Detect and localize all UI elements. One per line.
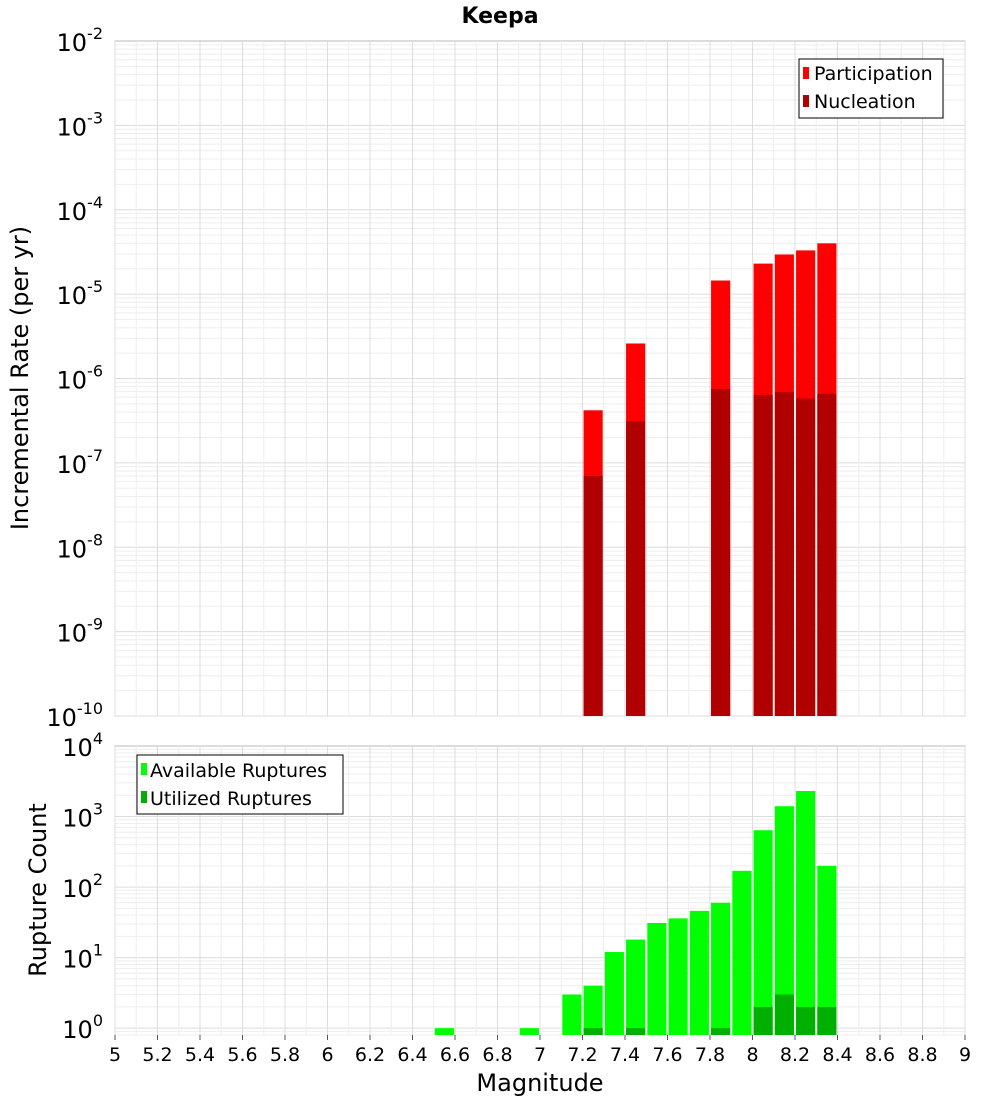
bottom-y-ticks: 100 101 102 103 104 [62, 729, 103, 1044]
legend-label-participation: Participation [814, 63, 933, 85]
bar-nucleation [817, 393, 837, 716]
y-tick-label: 10-10 [46, 699, 103, 732]
bar-utilized-ruptures [711, 1028, 731, 1035]
bar-available-ruptures [583, 985, 603, 1035]
bottom-bars [434, 791, 837, 1035]
bar-utilized-ruptures [817, 1006, 837, 1035]
legend-swatch-nucleation [803, 95, 809, 107]
x-tick-label: 6.2 [355, 1044, 385, 1066]
top-legend-box [798, 58, 944, 119]
chart-title: Keepa [461, 4, 538, 29]
x-tick-label: 7 [534, 1044, 546, 1066]
bar-utilized-ruptures [626, 1028, 646, 1035]
bar-utilized-ruptures [753, 1006, 773, 1035]
bar-nucleation [774, 392, 794, 716]
bar-available-ruptures [732, 870, 752, 1035]
x-tick-label: 9 [959, 1044, 971, 1066]
x-tick-label: 7.4 [610, 1044, 640, 1066]
y-tick-label: 103 [62, 800, 103, 833]
x-tick-label: 6 [321, 1044, 333, 1066]
bar-available-ruptures [753, 830, 773, 1035]
legend-label-utilized: Utilized Ruptures [150, 788, 312, 810]
bar-available-ruptures [647, 922, 667, 1035]
x-tick-label: 6.4 [397, 1044, 427, 1066]
x-tick-label: 8.6 [865, 1044, 895, 1066]
bar-available-ruptures [668, 918, 688, 1035]
y-tick-label: 102 [62, 870, 103, 903]
y-tick-label: 10-5 [57, 277, 104, 310]
bottom-panel: 100 101 102 103 104 5 5.2 5.4 5.6 5.8 6 6.2 6.4 6.6 6… [24, 729, 971, 1097]
legend-label-nucleation: Nucleation [814, 91, 916, 113]
top-y-ticks: 10-10 10-9 10-8 10-7 10-6 10-5 10-4 10-3 10-2 [46, 24, 103, 732]
bar-available-ruptures [434, 1028, 454, 1035]
x-tick-label: 6.6 [440, 1044, 470, 1066]
bar-available-ruptures [519, 1028, 539, 1035]
top-bars [583, 243, 837, 717]
bar-available-ruptures [626, 939, 646, 1035]
legend-swatch-available [141, 763, 147, 775]
y-tick-label: 10-9 [57, 615, 104, 648]
x-tick-label: 5.4 [185, 1044, 215, 1066]
bar-available-ruptures [796, 791, 816, 1035]
x-tick-label: 5.6 [227, 1044, 257, 1066]
y-tick-label: 100 [62, 1011, 103, 1044]
y-tick-label: 10-4 [57, 193, 104, 226]
x-tick-label: 5.2 [142, 1044, 172, 1066]
bar-available-ruptures [562, 994, 582, 1035]
x-tick-label: 8.2 [780, 1044, 810, 1066]
x-tick-label: 8 [746, 1044, 758, 1066]
x-tick-label: 6.8 [482, 1044, 512, 1066]
bottom-legend: Available Ruptures Utilized Ruptures [136, 754, 344, 815]
top-legend: Participation Nucleation [798, 58, 944, 119]
y-tick-label: 10-6 [57, 362, 104, 395]
x-ticks: 5 5.2 5.4 5.6 5.8 6 6.2 6.4 6.6 6.8 7 7.2 7.4 7.6 7.8 8… [109, 1035, 971, 1066]
y-tick-label: 10-7 [57, 446, 104, 479]
x-tick-label: 7.8 [695, 1044, 725, 1066]
bar-nucleation [753, 394, 773, 716]
x-tick-label: 8.4 [822, 1044, 852, 1066]
y-tick-label: 10-8 [57, 530, 104, 563]
bottom-y-axis-label: Rupture Count [24, 803, 52, 977]
legend-swatch-participation [803, 67, 809, 79]
top-grid [114, 41, 966, 717]
top-y-axis-label: Incremental Rate (per yr) [6, 226, 34, 530]
x-tick-label: 5 [109, 1044, 121, 1066]
bar-utilized-ruptures [583, 1028, 603, 1035]
bar-available-ruptures [689, 910, 709, 1035]
x-axis-label: Magnitude [476, 1069, 603, 1097]
legend-swatch-utilized [141, 791, 147, 803]
legend-label-available: Available Ruptures [150, 760, 327, 782]
x-tick-label: 8.8 [907, 1044, 937, 1066]
bar-available-ruptures [604, 952, 624, 1035]
bar-available-ruptures [711, 902, 731, 1035]
bar-nucleation [711, 389, 731, 716]
bar-available-ruptures [774, 806, 794, 1035]
top-panel: 10-10 10-9 10-8 10-7 10-6 10-5 10-4 10-3 10-2 In… [6, 24, 966, 732]
x-tick-label: 5.8 [270, 1044, 300, 1066]
y-tick-label: 104 [62, 729, 103, 762]
x-tick-label: 7.6 [652, 1044, 682, 1066]
y-tick-label: 101 [62, 941, 103, 974]
bottom-legend-box [136, 754, 344, 815]
bar-utilized-ruptures [774, 994, 794, 1035]
x-tick-label: 7.2 [567, 1044, 597, 1066]
bar-nucleation [626, 421, 646, 716]
bar-utilized-ruptures [796, 1006, 816, 1035]
bar-nucleation [796, 398, 816, 716]
y-tick-label: 10-2 [57, 24, 104, 57]
bar-nucleation [583, 475, 603, 716]
y-tick-label: 10-3 [57, 108, 104, 141]
bar-available-ruptures [817, 865, 837, 1035]
